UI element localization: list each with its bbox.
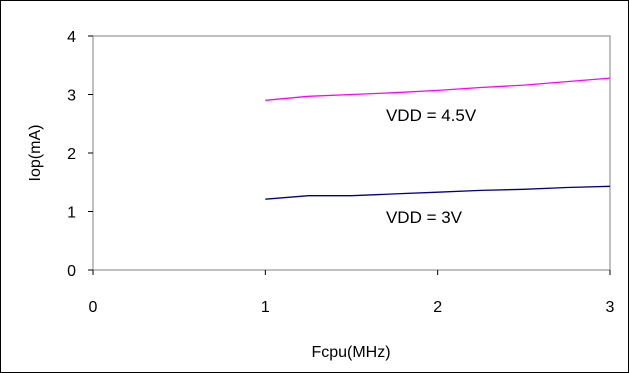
annotation-label: VDD = 4.5V [386,106,477,125]
x-axis-label: Fcpu(MHz) [311,344,390,361]
annotation-layer: VDD = 4.5V VDD = 3V [386,106,477,227]
x-tick-label: 2 [433,299,442,316]
series-line-2 [265,185,611,200]
x-tick-label: 3 [606,299,615,316]
y-tick-label: 0 [67,263,76,280]
x-axis-ticks: 0 1 2 3 [89,270,615,316]
y-axis-ticks: 0 1 2 3 4 [67,29,93,280]
plot-area [92,35,611,271]
y-tick-label: 1 [67,205,76,222]
annotation-label: VDD = 3V [386,208,463,227]
x-tick-label: 0 [89,299,98,316]
series-layer [265,77,611,200]
y-tick-label: 4 [67,29,76,46]
y-axis-label: Iop(mA) [27,125,44,182]
y-tick-label: 3 [67,88,76,105]
x-tick-label: 1 [261,299,270,316]
series-line-1 [265,77,611,101]
y-tick-label: 2 [67,146,76,163]
